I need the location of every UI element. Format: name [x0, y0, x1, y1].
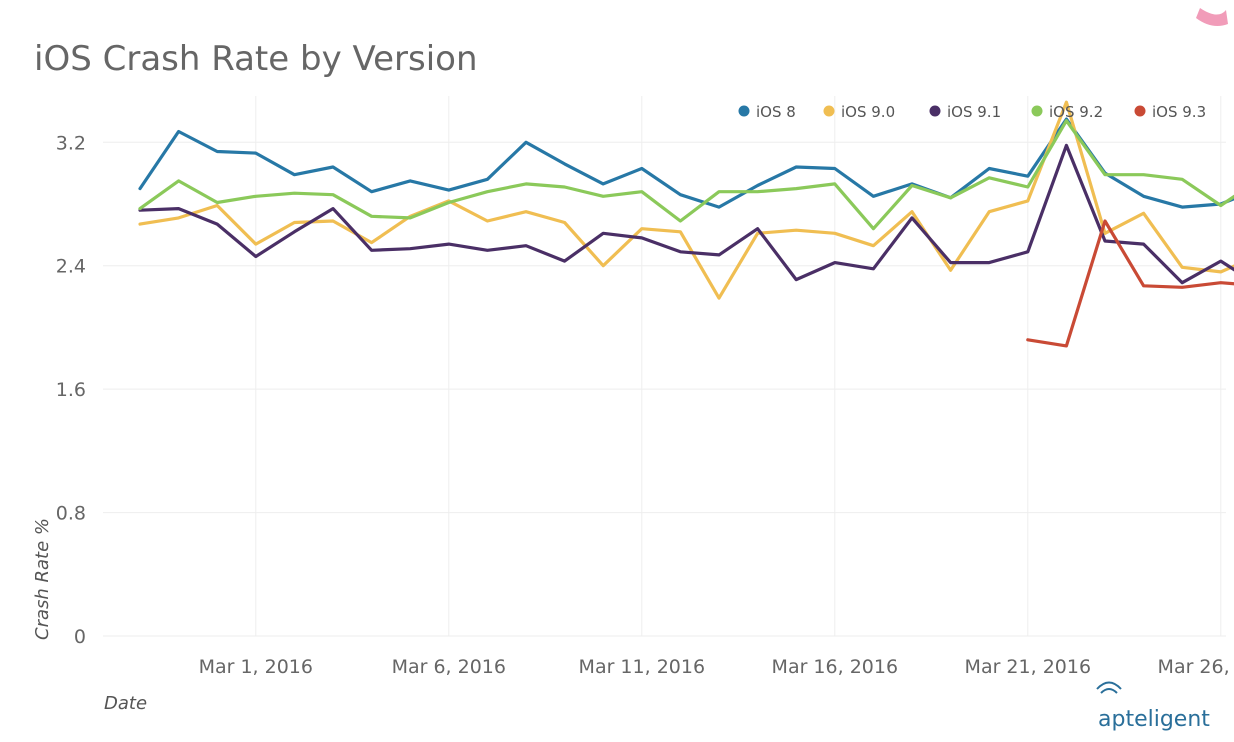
legend-marker — [738, 105, 750, 117]
legend-label: iOS 8 — [756, 103, 796, 121]
y-axis-ticks: 0 0.8 1.6 2.4 3.2 — [56, 132, 86, 648]
legend-marker — [1031, 105, 1043, 117]
brand-logo: apteligent — [1096, 681, 1210, 732]
y-tick-label: 3.2 — [56, 132, 86, 154]
x-tick-label: Mar 16, 2016 — [772, 656, 899, 678]
x-tick-label: Mar 26, 2016 — [1158, 656, 1234, 678]
series-lines — [138, 100, 1234, 348]
legend-label: iOS 9.2 — [1049, 103, 1103, 121]
signal-icon — [1096, 681, 1122, 694]
legend-label: iOS 9.1 — [947, 103, 1001, 121]
y-tick-label: 0.8 — [56, 503, 86, 525]
y-axis-label: Crash Rate % — [32, 518, 53, 640]
x-tick-label: Mar 6, 2016 — [392, 656, 506, 678]
legend-label: iOS 9.3 — [1152, 103, 1206, 121]
brand-name: apteligent — [1098, 707, 1210, 732]
series-line-ios-9-1 — [138, 143, 1234, 285]
legend-item: iOS 9.0 — [823, 103, 895, 121]
y-tick-label: 2.4 — [56, 256, 86, 278]
legend-item: iOS 9.2 — [1031, 103, 1103, 121]
x-axis-label: Date — [104, 693, 147, 714]
series-line-ios-9-0 — [138, 100, 1234, 300]
legend-item: iOS 9.1 — [929, 103, 1001, 121]
legend-marker — [929, 105, 941, 117]
x-axis-ticks: Mar 1, 2016 Mar 6, 2016 Mar 11, 2016 Mar 16… — [199, 656, 1234, 678]
y-tick-label: 0 — [74, 626, 86, 648]
grid — [103, 96, 1226, 637]
legend-item: iOS 9.3 — [1134, 103, 1206, 121]
legend-marker — [1134, 105, 1146, 117]
series-line-ios-9-3 — [1026, 219, 1234, 348]
legend-item: iOS 8 — [738, 103, 796, 121]
x-tick-label: Mar 11, 2016 — [579, 656, 706, 678]
series-line-ios-9-2 — [138, 119, 1234, 231]
x-tick-label: Mar 1, 2016 — [199, 656, 313, 678]
chart-title: iOS Crash Rate by Version — [34, 39, 478, 79]
x-tick-label: Mar 21, 2016 — [965, 656, 1092, 678]
legend-marker — [823, 105, 835, 117]
legend: iOS 8 iOS 9.0 iOS 9.1 iOS 9.2 iOS 9.3 — [738, 103, 1206, 121]
corner-decoration — [1196, 8, 1228, 26]
y-tick-label: 1.6 — [56, 379, 86, 401]
legend-label: iOS 9.0 — [841, 103, 895, 121]
